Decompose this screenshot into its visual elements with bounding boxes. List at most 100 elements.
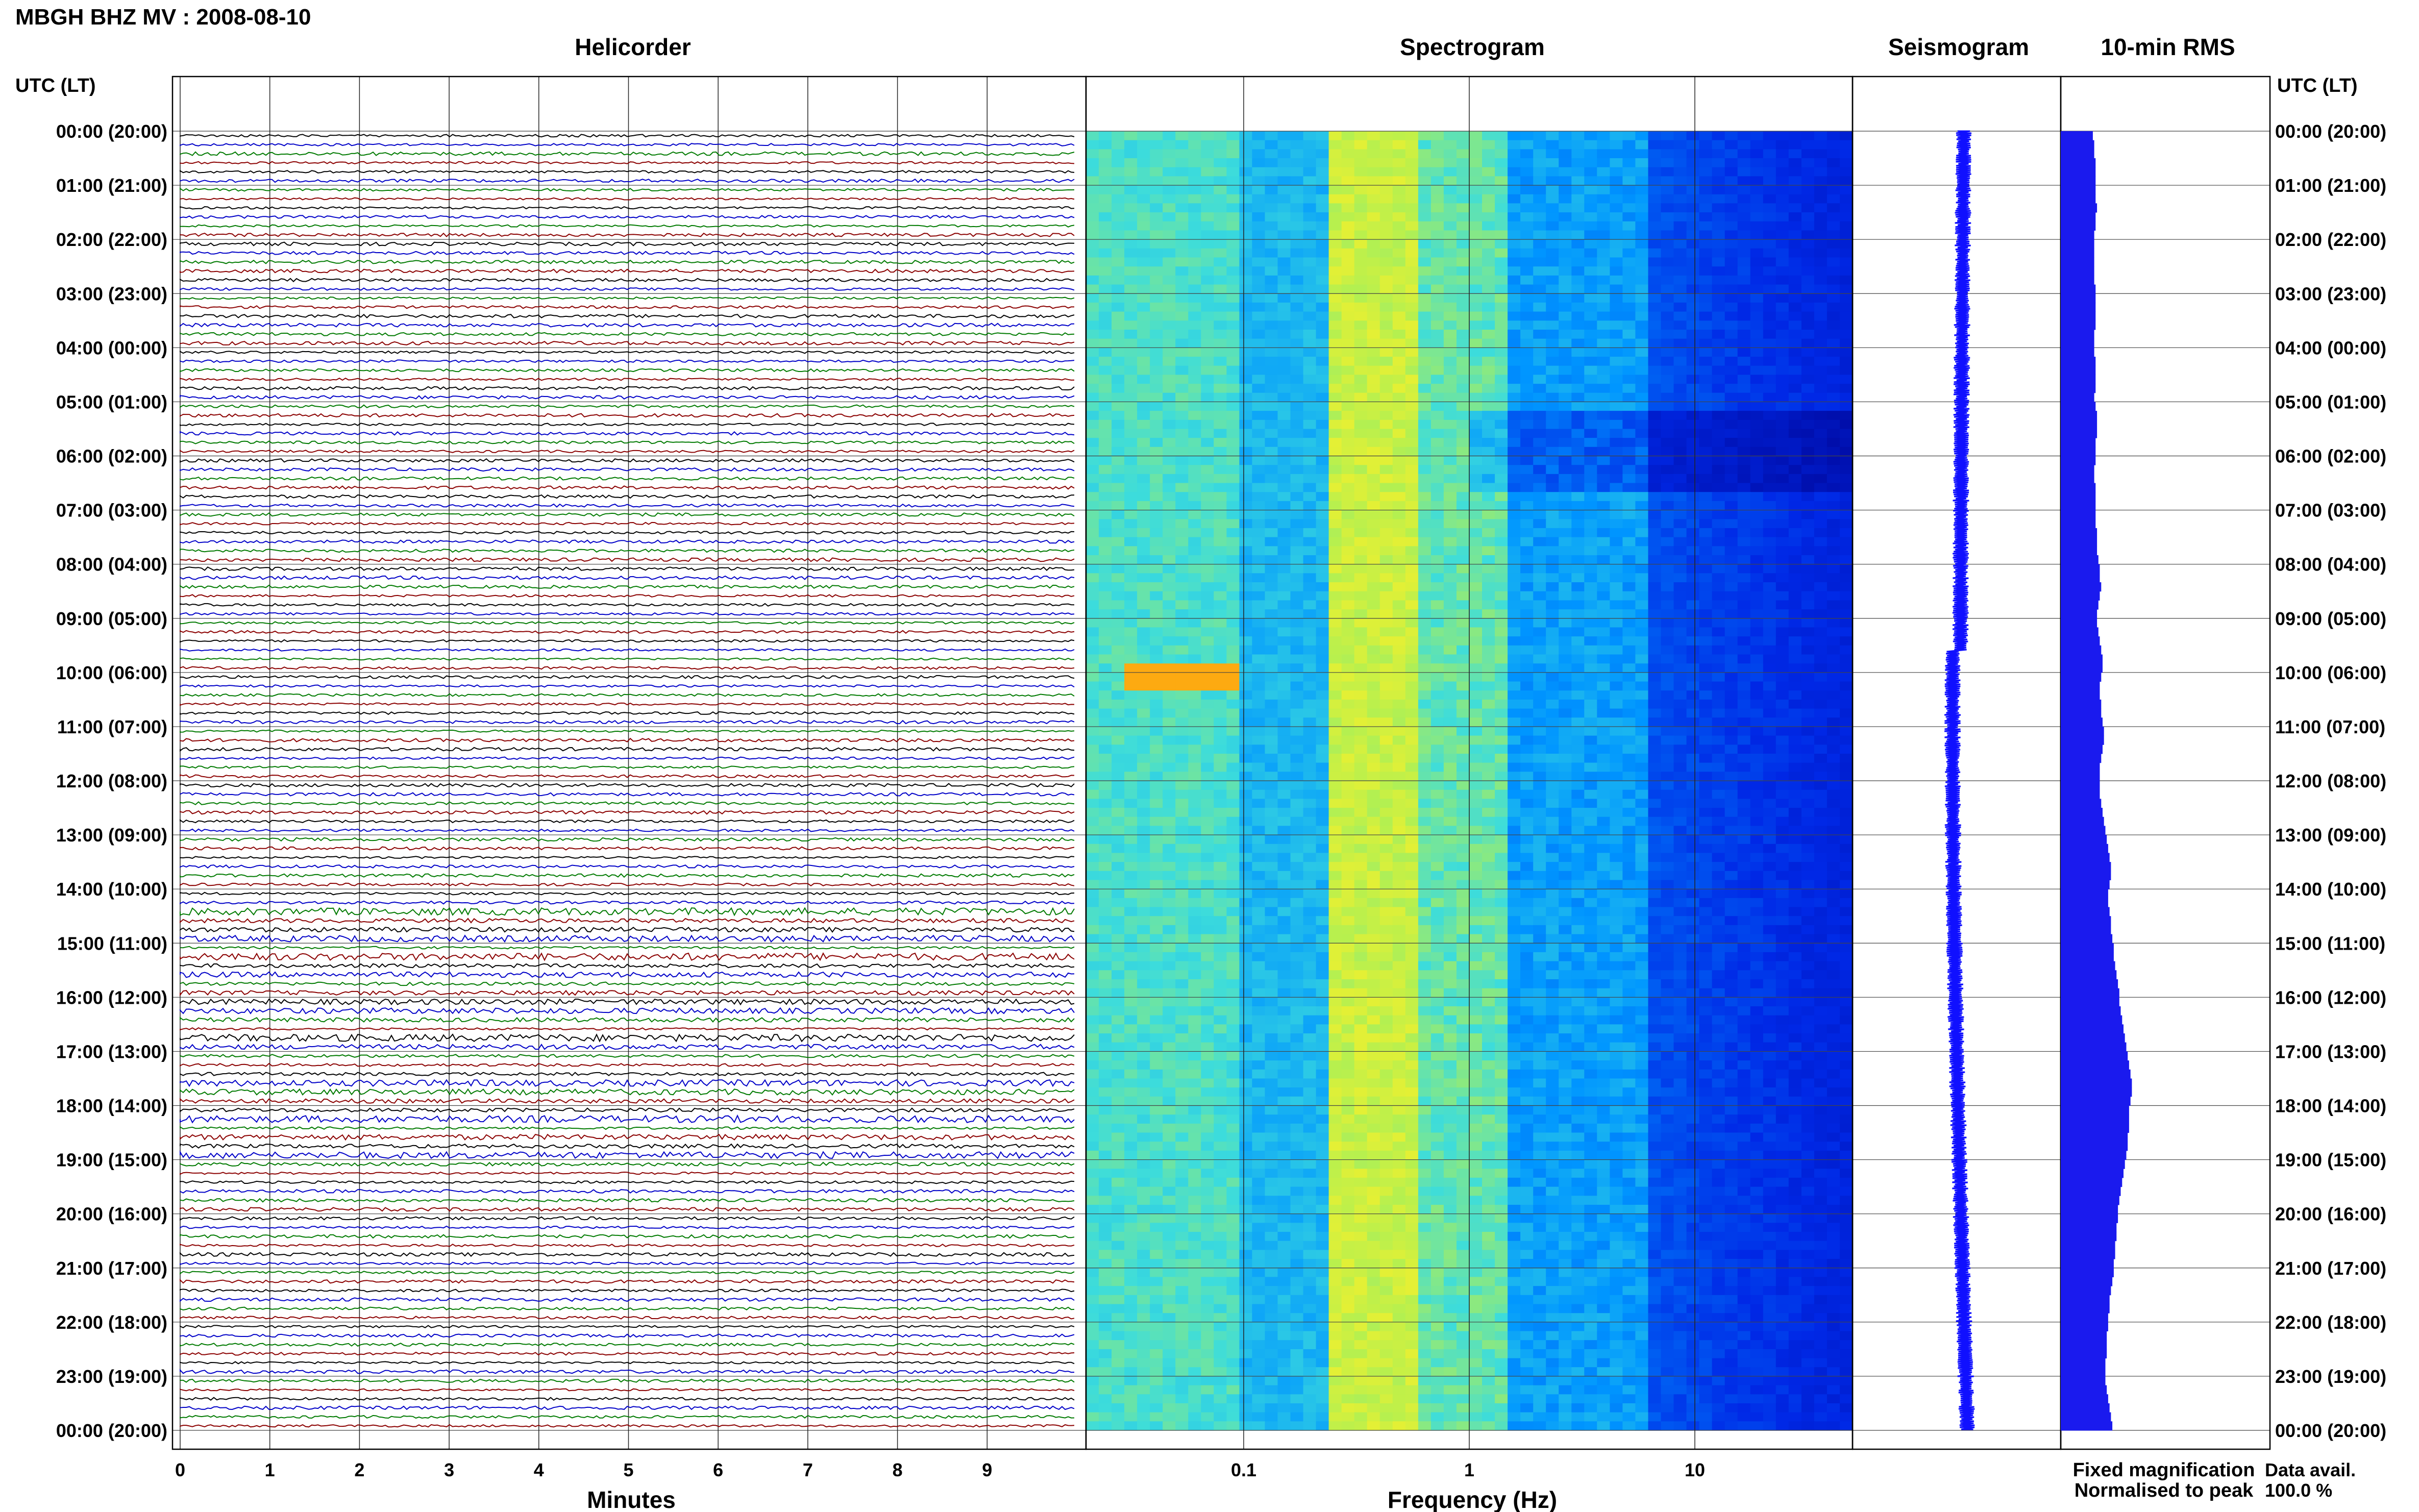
spectrogram-cell	[1840, 492, 1853, 502]
spectrogram-cell	[1482, 789, 1495, 799]
spectrogram-cell	[1622, 311, 1636, 321]
spectrogram-cell	[1086, 808, 1099, 817]
spectrogram-cell	[1290, 131, 1304, 141]
spectrogram-cell	[1277, 284, 1291, 294]
spectrogram-cell	[1290, 871, 1304, 881]
spectrogram-cell	[1661, 844, 1674, 854]
spectrogram-cell	[1277, 871, 1291, 881]
spectrogram-cell	[1201, 591, 1214, 601]
spectrogram-cell	[1418, 483, 1431, 492]
spectrogram-cell	[1495, 808, 1508, 817]
spectrogram-cell	[1724, 501, 1738, 511]
spectrogram-cell	[1469, 636, 1483, 646]
spectrogram-cell	[1788, 772, 1802, 781]
spectrogram-cell	[1150, 681, 1163, 691]
spectrogram-cell	[1239, 708, 1252, 718]
spectrogram-cell	[1788, 862, 1802, 872]
spectrogram-cell	[1724, 754, 1738, 763]
spectrogram-cell	[1597, 492, 1610, 502]
spectrogram-cell	[1188, 627, 1201, 637]
spectrogram-cell	[1673, 600, 1687, 610]
spectrogram-cell	[1788, 429, 1802, 438]
spectrogram-cell	[1099, 158, 1112, 168]
spectrogram-cell	[1379, 717, 1393, 727]
spectrogram-cell	[1086, 203, 1099, 213]
spectrogram-cell	[1763, 140, 1776, 150]
spectrogram-cell	[1533, 203, 1546, 213]
spectrogram-cell	[1584, 447, 1597, 457]
spectrogram-cell	[1392, 501, 1406, 511]
spectrogram-cell	[1239, 537, 1252, 547]
spectrogram-cell	[1469, 546, 1483, 556]
spectrogram-cell	[1265, 717, 1278, 727]
spectrogram-cell	[1175, 158, 1189, 168]
spectrogram-cell	[1737, 230, 1751, 240]
spectrogram-cell	[1546, 194, 1559, 204]
spectrogram-cell	[1303, 438, 1317, 448]
spectrogram-cell	[1814, 735, 1828, 745]
spectrogram-cell	[1814, 501, 1828, 511]
spectrogram-cell	[1124, 871, 1138, 881]
spectrogram-cell	[1239, 600, 1252, 610]
spectrogram-cell	[1622, 591, 1636, 601]
spectrogram-cell	[1559, 293, 1572, 303]
spectrogram-cell	[1430, 474, 1444, 484]
spectrogram-cell	[1379, 745, 1393, 754]
spectrogram-cell	[1610, 510, 1623, 519]
spectrogram-cell	[1661, 203, 1674, 213]
spectrogram-cell	[1826, 546, 1840, 556]
spectrogram-cell	[1188, 618, 1201, 628]
spectrogram-cell	[1392, 745, 1406, 754]
spectrogram-cell	[1290, 338, 1304, 348]
spectrogram-cell	[1737, 419, 1751, 430]
spectrogram-cell	[1418, 789, 1431, 799]
spectrogram-cell	[1469, 447, 1483, 457]
spectrogram-cell	[1163, 717, 1176, 727]
spectrogram-cell	[1584, 203, 1597, 213]
spectrogram-cell	[1316, 537, 1329, 547]
spectrogram-cell	[1252, 871, 1265, 881]
spectrogram-cell	[1214, 654, 1227, 664]
spectrogram-cell	[1099, 330, 1112, 339]
spectrogram-cell	[1788, 447, 1802, 457]
spectrogram-cell	[1099, 699, 1112, 709]
spectrogram-cell	[1252, 392, 1265, 402]
spectrogram-cell	[1443, 555, 1457, 565]
spectrogram-cell	[1546, 862, 1559, 872]
spectrogram-cell	[1265, 816, 1278, 826]
spectrogram-cell	[1252, 384, 1265, 393]
spectrogram-cell	[1150, 582, 1163, 592]
spectrogram-cell	[1239, 167, 1252, 177]
spectrogram-cell	[1341, 465, 1355, 475]
spectrogram-cell	[1648, 816, 1662, 826]
spectrogram-cell	[1099, 293, 1112, 303]
spectrogram-cell	[1265, 654, 1278, 664]
spectrogram-cell	[1163, 754, 1176, 763]
spectrogram-cell	[1648, 176, 1662, 186]
spectrogram-cell	[1341, 618, 1355, 628]
spectrogram-cell	[1112, 311, 1125, 321]
spectrogram-cell	[1648, 781, 1662, 790]
spectrogram-cell	[1533, 789, 1546, 799]
spectrogram-cell	[1392, 582, 1406, 592]
spectrogram-cell	[1392, 357, 1406, 366]
spectrogram-cell	[1175, 799, 1189, 808]
spectrogram-cell	[1239, 754, 1252, 763]
spectrogram-cell	[1584, 816, 1597, 826]
spectrogram-cell	[1482, 365, 1495, 375]
spectrogram-cell	[1341, 248, 1355, 258]
spectrogram-cell	[1737, 654, 1751, 664]
spectrogram-cell	[1610, 754, 1623, 763]
spectrogram-cell	[1392, 546, 1406, 556]
spectrogram-cell	[1801, 384, 1815, 393]
spectrogram-cell	[1214, 212, 1227, 222]
spectrogram-cell	[1763, 844, 1776, 854]
spectrogram-cell	[1226, 735, 1240, 745]
spectrogram-cell	[1482, 762, 1495, 772]
spectrogram-cell	[1661, 789, 1674, 799]
spectrogram-cell	[1546, 808, 1559, 817]
spectrogram-cell	[1226, 212, 1240, 222]
spectrogram-cell	[1214, 338, 1227, 348]
spectrogram-cell	[1150, 176, 1163, 186]
spectrogram-cell	[1086, 284, 1099, 294]
